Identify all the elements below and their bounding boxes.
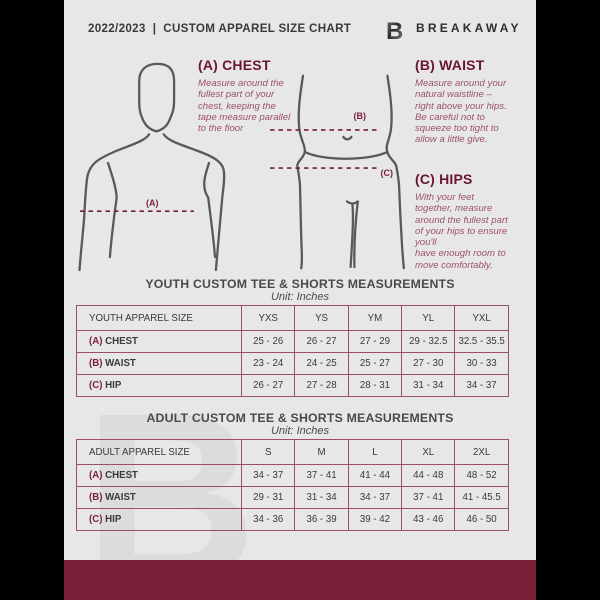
svg-text:B: B (386, 18, 403, 41)
